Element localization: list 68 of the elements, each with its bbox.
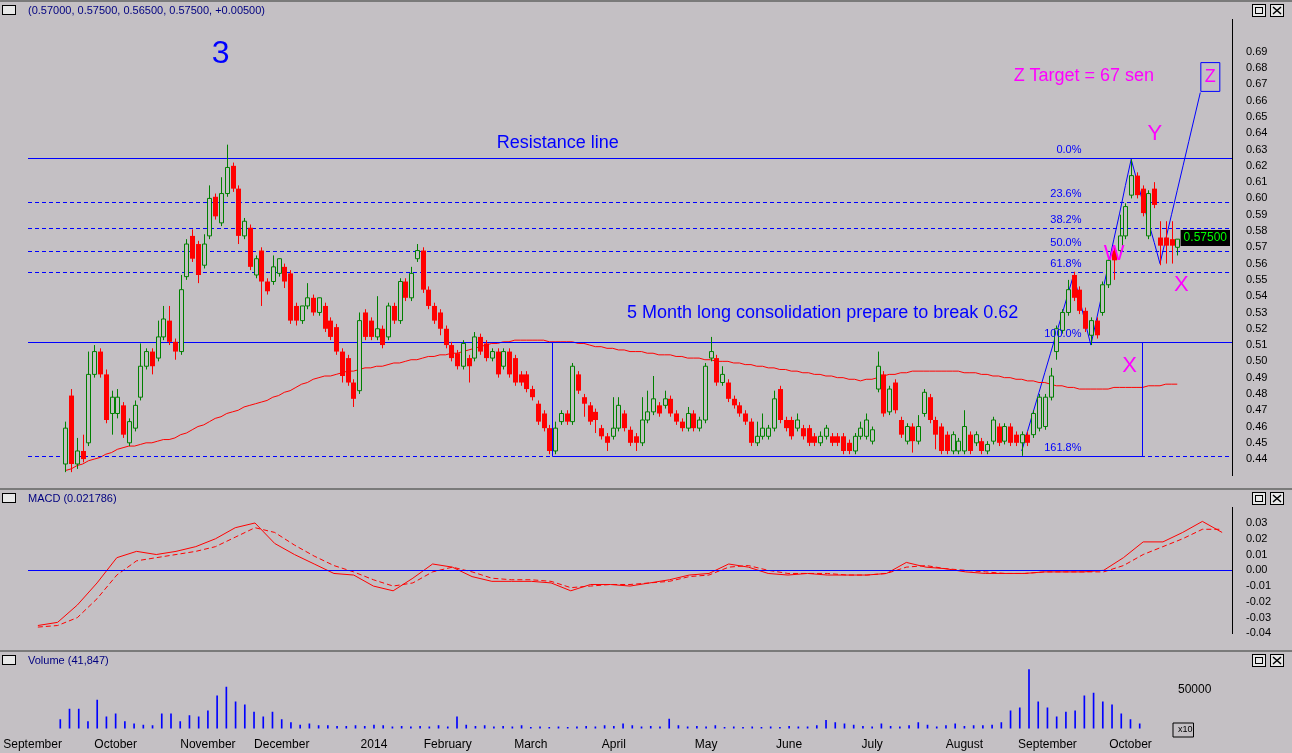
y-tick-label: 0.50: [1246, 354, 1268, 367]
y-tick-label: 0.03: [1246, 516, 1268, 529]
y-tick-label: 0.49: [1246, 370, 1268, 383]
y-tick-label: 0.58: [1246, 224, 1268, 237]
y-tick-label: -0.04: [1246, 626, 1272, 639]
annotation: 50.0%: [1050, 235, 1082, 248]
y-tick-label: 0.53: [1246, 305, 1268, 318]
y-tick-label: 0.00: [1246, 563, 1268, 576]
chart-title: MACD (0.021786): [28, 491, 117, 504]
x-tick-label: December: [254, 737, 310, 752]
annotation: 61.8%: [1050, 256, 1082, 269]
x-tick-label: June: [776, 737, 803, 752]
annotation: 23.6%: [1050, 186, 1082, 199]
annotation: 0.57500: [1183, 230, 1228, 245]
annotation: 38.2%: [1050, 212, 1082, 225]
y-tick-label: 0.44: [1246, 452, 1268, 465]
y-tick-label: 0.51: [1246, 338, 1268, 351]
y-tick-label: 0.65: [1246, 109, 1268, 122]
text: x10: [1178, 724, 1193, 735]
x-tick-label: August: [945, 737, 984, 752]
annotation: 5 Month long consolidation prepare to break 0.62: [627, 301, 1019, 322]
y-tick-label: 0.56: [1246, 256, 1268, 269]
y-tick-label: 0.46: [1246, 419, 1268, 432]
annotation: 0.0%: [1056, 142, 1082, 155]
y-tick-label: 0.54: [1246, 289, 1268, 302]
ref-line-label: Resistance line: [496, 132, 619, 153]
annotation: Y: [1147, 120, 1163, 146]
y-tick-label: 0.57: [1246, 240, 1268, 253]
y-tick-label: 0.60: [1246, 191, 1268, 204]
annotation: Z: [1204, 65, 1216, 86]
annotation: Z Target = 67 sen: [1013, 64, 1155, 85]
x-tick-label: July: [861, 737, 883, 752]
x-tick-label: September: [3, 737, 62, 752]
y-tick-label: 0.01: [1246, 547, 1268, 560]
x-tick-label: November: [180, 737, 236, 752]
y-tick-label: -0.03: [1246, 610, 1272, 623]
annotation: 161.8%: [1044, 440, 1082, 453]
y-tick-label: 0.55: [1246, 272, 1268, 285]
y-tick-label: 0.67: [1246, 77, 1268, 90]
y-tick-label: 0.64: [1246, 126, 1268, 139]
y-tick-label: 0.62: [1246, 158, 1268, 171]
y-tick-label: -0.01: [1246, 579, 1272, 592]
x-tick-label: October: [94, 737, 137, 752]
text: 50000: [1178, 682, 1212, 697]
annotation: X: [1174, 271, 1190, 297]
y-tick-label: 0.47: [1246, 403, 1268, 416]
y-tick-label: 0.61: [1246, 175, 1268, 188]
y-tick-label: 0.66: [1246, 93, 1268, 106]
y-tick-label: 0.68: [1246, 61, 1268, 74]
y-tick-label: 0.45: [1246, 435, 1268, 448]
annotation: 3: [211, 33, 230, 70]
y-tick-label: 0.59: [1246, 207, 1268, 220]
y-tick-label: 0.63: [1246, 142, 1268, 155]
x-tick-label: October: [1109, 737, 1152, 752]
y-tick-label: 0.52: [1246, 321, 1268, 334]
chart-title: (0.57000, 0.57500, 0.56500, 0.57500, +0.00500): [28, 3, 266, 16]
x-tick-label: March: [514, 737, 548, 752]
x-tick-label: February: [423, 737, 472, 752]
chart-title: Volume (41,847): [28, 653, 109, 666]
y-tick-label: 0.69: [1246, 44, 1268, 57]
x-tick-label: May: [694, 737, 718, 752]
y-tick-label: 0.02: [1246, 531, 1268, 544]
y-tick-label: 0.48: [1246, 386, 1268, 399]
x-tick-label: 2014: [360, 737, 388, 752]
x-tick-label: September: [1018, 737, 1077, 752]
x-tick-label: April: [601, 737, 626, 752]
y-tick-label: -0.02: [1246, 594, 1272, 607]
annotation: X: [1122, 352, 1138, 378]
